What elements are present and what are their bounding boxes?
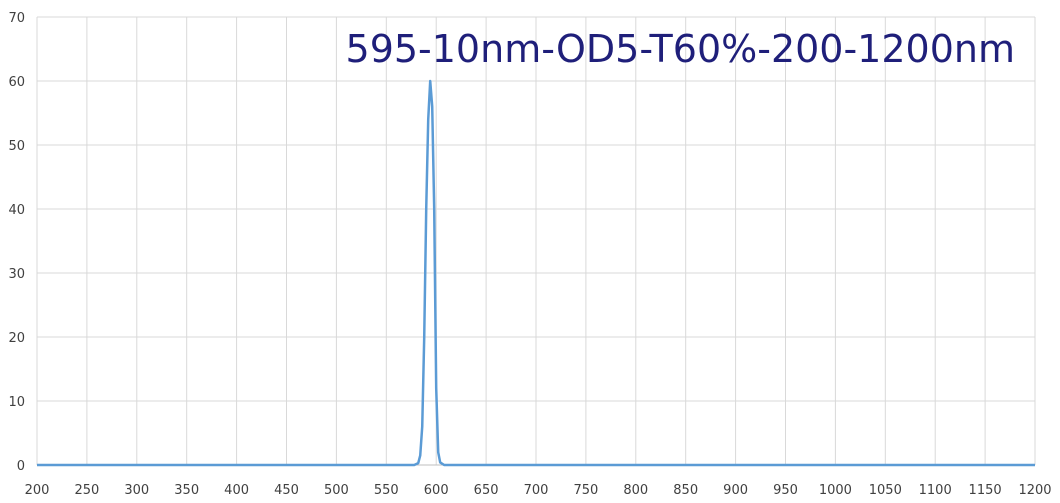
y-tick-label: 70 xyxy=(8,11,25,26)
x-tick-label: 800 xyxy=(623,483,648,498)
x-tick-label: 200 xyxy=(25,483,50,498)
x-tick-label: 1100 xyxy=(919,483,952,498)
x-tick-label: 1150 xyxy=(969,483,1002,498)
grid xyxy=(36,16,1036,465)
y-axis-tick-labels: 0 10 20 30 40 50 60 70 xyxy=(8,11,25,474)
y-tick-label: 60 xyxy=(8,75,25,90)
series-group xyxy=(37,79,1035,467)
y-tick-label: 0 xyxy=(17,459,25,474)
y-tick-label: 40 xyxy=(8,203,25,218)
x-tick-label: 300 xyxy=(124,483,149,498)
x-tick-label: 1000 xyxy=(819,483,852,498)
transmission-series-line xyxy=(37,79,1035,467)
x-tick-label: 500 xyxy=(324,483,349,498)
x-tick-label: 400 xyxy=(224,483,249,498)
x-tick-label: 850 xyxy=(673,483,698,498)
x-tick-label: 450 xyxy=(274,483,299,498)
x-tick-label: 250 xyxy=(74,483,99,498)
y-tick-label: 10 xyxy=(8,395,25,410)
x-tick-label: 900 xyxy=(723,483,748,498)
x-tick-label: 750 xyxy=(573,483,598,498)
x-tick-label: 550 xyxy=(374,483,399,498)
y-tick-label: 20 xyxy=(8,331,25,346)
x-tick-label: 1050 xyxy=(869,483,902,498)
x-tick-label: 650 xyxy=(474,483,499,498)
x-tick-label: 700 xyxy=(524,483,549,498)
y-tick-label: 30 xyxy=(8,267,25,282)
x-tick-label: 950 xyxy=(773,483,798,498)
chart-title: 595-10nm-OD5-T60%-200-1200nm xyxy=(346,27,1015,71)
x-tick-label: 350 xyxy=(174,483,199,498)
x-axis-tick-labels: 200 250 300 350 400 450 500 550 600 650 700 750 800 8… xyxy=(25,483,1052,498)
x-tick-label: 600 xyxy=(424,483,449,498)
x-tick-label: 1200 xyxy=(1018,483,1051,498)
y-tick-label: 50 xyxy=(8,139,25,154)
